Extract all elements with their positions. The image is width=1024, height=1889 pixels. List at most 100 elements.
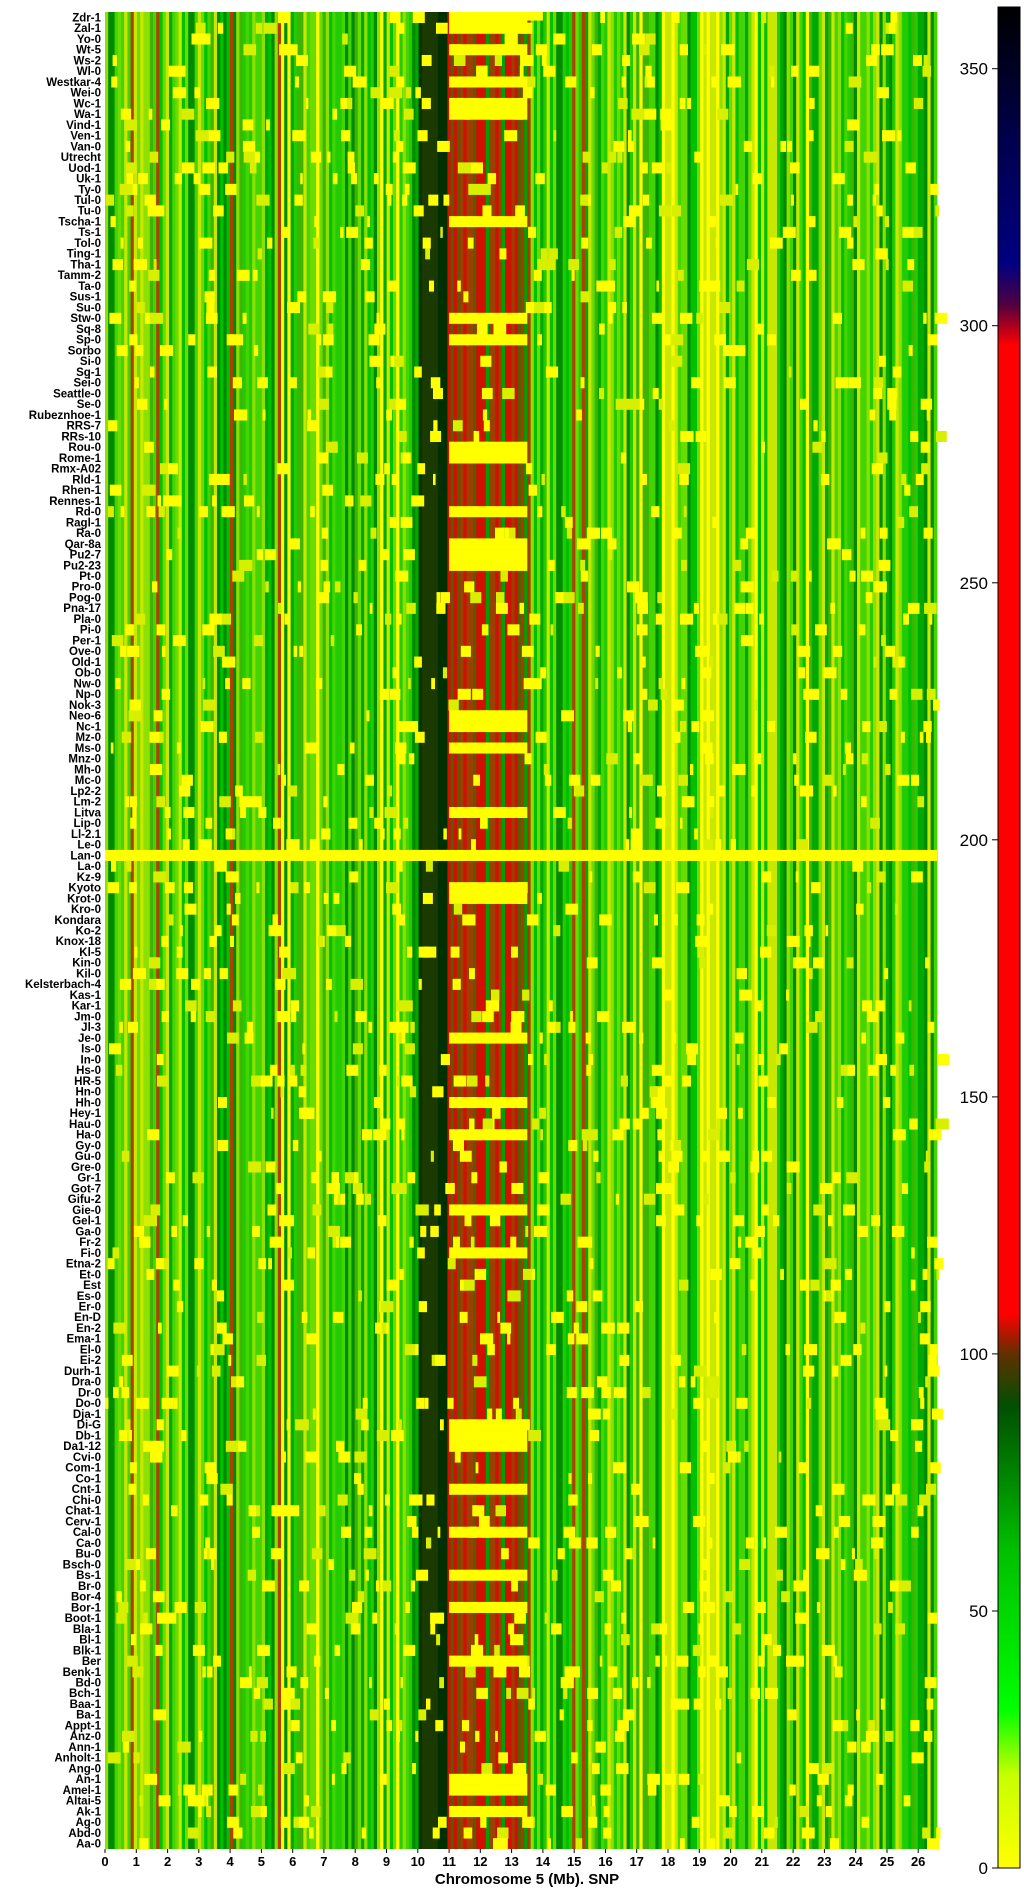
heatmap-cell [637, 602, 648, 614]
heatmap-column [581, 12, 586, 1849]
heatmap-cell [537, 506, 543, 518]
heatmap-cell [449, 312, 528, 324]
heatmap-cell [895, 1494, 908, 1506]
row-label: Et-0 [79, 1269, 101, 1281]
heatmap-cell [736, 968, 747, 980]
heatmap-column [565, 12, 570, 1849]
heatmap-cell [549, 259, 556, 271]
heatmap-cell [110, 216, 116, 228]
heatmap-cell [852, 259, 865, 271]
heatmap-cell [898, 656, 904, 668]
heatmap-cell [153, 259, 157, 271]
heatmap-cell [798, 667, 806, 679]
heatmap-cell [789, 162, 800, 174]
heatmap-cell [640, 162, 648, 174]
heatmap-row [121, 731, 931, 743]
heatmap-cell [368, 1505, 373, 1517]
x-tick-label: 22 [786, 1854, 800, 1869]
heatmap-cell [291, 538, 300, 550]
heatmap-cell [631, 108, 645, 120]
heatmap-cell [127, 1655, 138, 1667]
heatmap-row [121, 1150, 929, 1162]
heatmap-cell [856, 1709, 860, 1721]
heatmap-cell [651, 1064, 663, 1076]
heatmap-cell [497, 1311, 500, 1323]
row-label: Bch-1 [69, 1688, 102, 1700]
heatmap-cell [217, 1139, 229, 1152]
heatmap-cell [107, 882, 119, 894]
heatmap-row [119, 1376, 929, 1388]
heatmap-cell [660, 1182, 673, 1194]
heatmap-cell [357, 452, 368, 464]
heatmap-cell [262, 409, 266, 421]
heatmap-cell [650, 1097, 663, 1109]
heatmap-cell [398, 721, 407, 733]
heatmap-cell [852, 860, 859, 872]
heatmap-cell [885, 259, 889, 271]
heatmap-column [933, 12, 938, 1849]
heatmap-cell [404, 108, 414, 120]
heatmap-cell [643, 1193, 656, 1205]
heatmap-cell [758, 1054, 765, 1066]
heatmap-cell [458, 828, 462, 840]
row-label: In-0 [81, 1054, 101, 1066]
heatmap-cell [533, 269, 542, 281]
heatmap-cell [862, 1494, 876, 1506]
heatmap-cell [398, 1419, 402, 1431]
row-label: Ema-1 [66, 1334, 101, 1346]
heatmap-cell [686, 1043, 698, 1055]
row-label: Chat-1 [65, 1506, 101, 1518]
heatmap-cell [437, 1526, 441, 1538]
heatmap-cell [462, 914, 476, 926]
heatmap-cell [682, 1075, 691, 1087]
heatmap-cell [745, 1236, 759, 1248]
heatmap-cell [568, 1473, 572, 1485]
heatmap-column [847, 12, 851, 1849]
heatmap-cell [119, 1430, 128, 1442]
row-label: Is-0 [81, 1044, 101, 1056]
heatmap-row [126, 162, 916, 174]
heatmap-cell [710, 806, 714, 818]
heatmap-cell [642, 1387, 651, 1399]
heatmap-column [386, 12, 391, 1849]
heatmap-cell [811, 882, 821, 894]
heatmap-cell [815, 688, 820, 700]
row-label: Ha-0 [76, 1130, 101, 1142]
heatmap-cell [646, 237, 652, 249]
row-label: Si-0 [80, 356, 101, 368]
x-tick-label: 8 [352, 1854, 359, 1869]
heatmap-cell [890, 1430, 899, 1442]
heatmap-column [127, 12, 131, 1849]
heatmap-column [636, 12, 640, 1849]
heatmap-cell [397, 1730, 400, 1742]
heatmap-row [491, 989, 789, 1001]
heatmap-cell [681, 559, 687, 571]
heatmap-cell [346, 1064, 359, 1076]
heatmap-row [227, 1816, 870, 1828]
heatmap-cell [744, 1440, 749, 1452]
heatmap-cell [588, 1816, 598, 1828]
heatmap-row [113, 1387, 924, 1399]
heatmap-cell [124, 119, 137, 131]
heatmap-column [780, 12, 784, 1849]
heatmap-cell [836, 1097, 844, 1109]
heatmap-cell [116, 1591, 122, 1603]
heatmap-cell [414, 656, 422, 668]
heatmap-cell [789, 1784, 796, 1796]
heatmap-column [540, 12, 544, 1849]
heatmap-cell [830, 602, 836, 614]
heatmap-cell [507, 1333, 511, 1345]
row-label: Jl-3 [81, 1022, 101, 1034]
heatmap-cell [920, 398, 933, 410]
heatmap-cell [226, 1494, 233, 1506]
heatmap-cell [449, 108, 528, 120]
heatmap-cell [773, 1215, 780, 1227]
heatmap-column [159, 12, 163, 1849]
heatmap-cell [923, 721, 932, 733]
heatmap-cell [323, 334, 334, 346]
heatmap-cell [153, 1709, 166, 1721]
heatmap-row [125, 140, 854, 152]
heatmap-column [649, 12, 653, 1849]
heatmap-cell [860, 527, 866, 539]
heatmap-row [135, 613, 933, 625]
